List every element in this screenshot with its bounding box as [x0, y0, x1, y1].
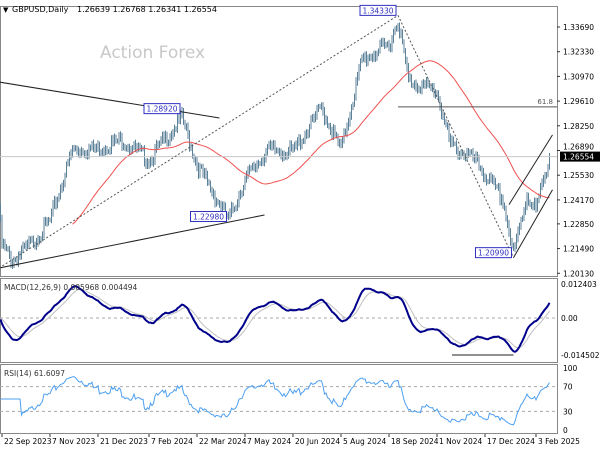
current-price-marker: [560, 151, 600, 162]
price-label-text: 1.34330: [362, 6, 393, 15]
trendline[interactable]: [0, 214, 265, 269]
watermark: Action Forex: [100, 43, 205, 63]
rsi-pane-frame: [0, 364, 558, 434]
price-axis-label: 1.25530: [563, 171, 594, 180]
price-label-box: [359, 4, 397, 16]
price-axis-label: 1.24170: [563, 196, 594, 205]
price-axis-label: 1.26890: [563, 143, 594, 152]
rsi-line: [0, 376, 550, 426]
rsi-title: RSI(14) 61.6097: [4, 369, 65, 378]
price-axis-label: 1.29610: [563, 97, 594, 106]
macd-axis-label: -0.014502: [561, 351, 600, 360]
price-axis-label: 1.20130: [563, 269, 594, 278]
rsi-pane[interactable]: [0, 376, 557, 426]
time-axis-label: 5 Aug 2024: [343, 437, 386, 446]
macd-axis-label: 0.012403: [561, 280, 597, 289]
fib-level-label: 61.8: [537, 98, 553, 106]
trendline[interactable]: [397, 15, 514, 258]
rsi-axis-label: 30: [563, 407, 573, 416]
time-axis-label: 7 May 2024: [247, 437, 291, 446]
trendline[interactable]: [0, 14, 399, 268]
price-axis-label: 1.21490: [563, 245, 594, 254]
price-label-text: 1.22980: [193, 213, 224, 222]
ohlc-readout: 1.26639 1.26768 1.26341 1.26554: [77, 5, 217, 14]
trendline[interactable]: [513, 189, 553, 258]
price-axis-label: 1.33690: [563, 23, 594, 32]
price-label-text: 1.28920: [146, 105, 177, 114]
time-axis-label: 3 Feb 2025: [538, 437, 580, 446]
price-label-box: [143, 103, 181, 115]
current-price-label: 1.26554: [563, 153, 594, 162]
time-axis-label: 18 Sep 2024: [391, 437, 439, 446]
time-axis-label: 17 Dec 2024: [487, 437, 535, 446]
price-axis-label: 1.30970: [563, 72, 594, 81]
macd-signal-line: [0, 288, 550, 349]
price-pane-frame: [0, 6, 558, 277]
moving-average-line: [72, 60, 550, 225]
rsi-axis-label: 70: [563, 383, 573, 392]
rsi-axis-label: 0: [563, 426, 568, 435]
macd-title: MACD(12,26,9) 0.005968 0.004494: [4, 283, 138, 292]
time-axis-label: 20 Jun 2024: [295, 437, 340, 446]
price-axis-label: 1.32330: [563, 48, 594, 57]
rsi-axis-label: 100: [563, 364, 578, 373]
macd-axis-label: 0.00: [561, 314, 578, 323]
time-axis-label: 22 Mar 2024: [199, 437, 247, 446]
macd-pane[interactable]: [0, 285, 557, 356]
price-axis-label: 1.28250: [563, 122, 594, 131]
price-label: 1.20990: [475, 247, 512, 259]
price-label-text: 1.20990: [478, 249, 509, 258]
price-label-box: [190, 211, 227, 223]
time-axis-label: 7 Nov 2023: [52, 437, 95, 446]
time-axis-label: 7 Feb 2024: [151, 437, 193, 446]
price-axis-label: 1.22850: [563, 220, 594, 229]
trendline[interactable]: [508, 134, 553, 205]
trendline[interactable]: [0, 81, 220, 119]
price-pane[interactable]: 61.8 1.34330 1.28920 1.22980 1.20990: [0, 4, 557, 269]
time-axis-label: 22 Sep 2023: [4, 437, 52, 446]
macd-line: [0, 285, 551, 353]
price-label: 1.22980: [190, 211, 227, 223]
symbol-menu-icon[interactable]: ▼: [3, 6, 9, 14]
time-axis-label: 1 Nov 2024: [439, 437, 482, 446]
symbol-label: GBPUSD,Daily: [12, 5, 69, 14]
price-label: 1.28920: [143, 103, 181, 115]
time-axis-label: 21 Dec 2023: [100, 437, 148, 446]
price-label-box: [475, 247, 512, 259]
price-label: 1.34330: [359, 4, 397, 16]
